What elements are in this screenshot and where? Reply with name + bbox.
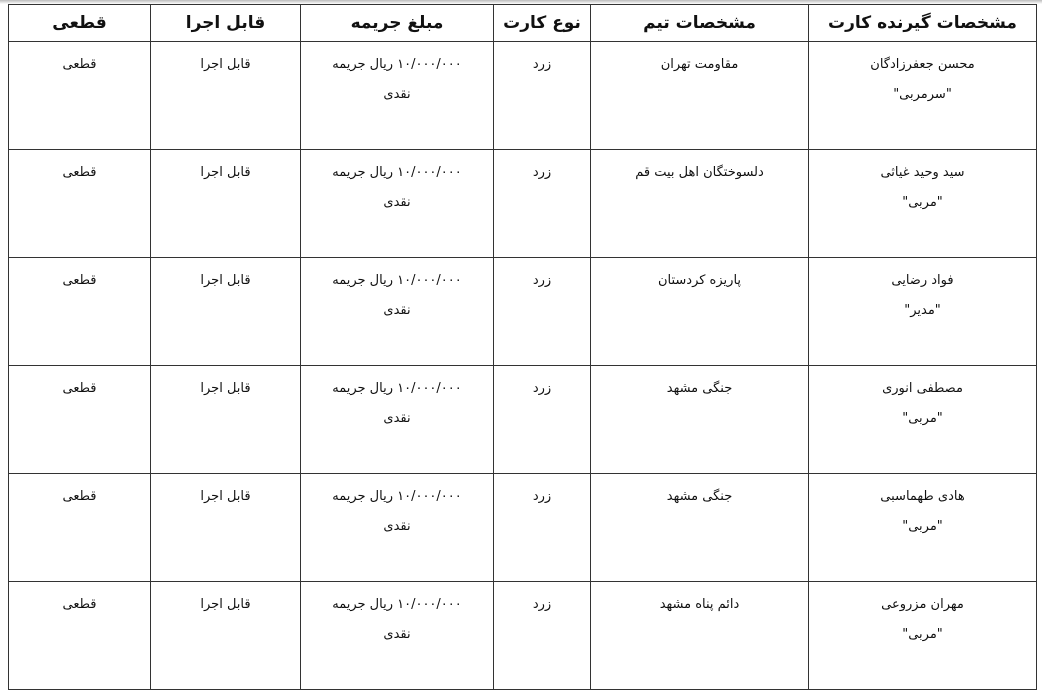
recipient-cell: سید وحید غیاثی "مربی" [808,149,1037,258]
page-top-edge [0,0,1042,4]
recipient-role: "مدیر" [904,303,941,318]
table-row: محسن جعفرزادگان "سرمربی" مقاومت تهران زرد ۱۰… [8,41,1037,150]
header-fine: مبلغ جریمه [300,4,494,42]
recipient-name: فواد رضایی [891,273,954,288]
fine-amount: ۱۰/۰۰۰/۰۰۰ ریال جریمه [332,165,462,180]
team-cell: مقاومت تهران [590,41,809,150]
recipient-cell: فواد رضایی "مدیر" [808,257,1037,366]
final-cell: قطعی [8,149,151,258]
executable-status: قابل اجرا [200,489,251,504]
final-cell: قطعی [8,365,151,474]
header-row: مشخصات گیرنده کارت مشخصات تیم نوع کارت م… [8,4,1037,42]
fine-cell: ۱۰/۰۰۰/۰۰۰ ریال جریمه نقدی [300,581,494,690]
final-cell: قطعی [8,473,151,582]
fine-type: نقدی [383,303,411,318]
table-row: هادی طهماسبی "مربی" جنگی مشهد زرد ۱۰/۰۰۰/۰۰۰… [8,473,1037,582]
fine-cell: ۱۰/۰۰۰/۰۰۰ ریال جریمه نقدی [300,41,494,150]
header-team: مشخصات تیم [590,4,809,42]
team-cell: جنگی مشهد [590,365,809,474]
table-row: مصطفی انوری "مربی" جنگی مشهد زرد ۱۰/۰۰۰/۰۰۰ … [8,365,1037,474]
recipient-name: محسن جعفرزادگان [870,57,975,72]
recipient-role: "سرمربی" [893,87,952,102]
header-final: قطعی [8,4,151,42]
fine-cell: ۱۰/۰۰۰/۰۰۰ ریال جریمه نقدی [300,473,494,582]
table-row: مهران مزروعی "مربی" دائم پناه مشهد زرد ۱۰/۰۰… [8,581,1037,690]
executable-status: قابل اجرا [200,381,251,396]
recipient-name: سید وحید غیاثی [880,165,965,180]
recipient-cell: مهران مزروعی "مربی" [808,581,1037,690]
recipient-role: "مربی" [902,411,943,426]
final-status: قطعی [62,273,97,288]
recipient-role: "مربی" [902,195,943,210]
header-recipient: مشخصات گیرنده کارت [808,4,1037,42]
recipient-cell: مصطفی انوری "مربی" [808,365,1037,474]
table-row: سید وحید غیاثی "مربی" دلسوختگان اهل بیت قم… [8,149,1037,258]
executable-cell: قابل اجرا [150,473,301,582]
fine-cell: ۱۰/۰۰۰/۰۰۰ ریال جریمه نقدی [300,365,494,474]
recipient-cell: هادی طهماسبی "مربی" [808,473,1037,582]
header-executable: قابل اجرا [150,4,301,42]
fine-type: نقدی [383,519,411,534]
team-name: مقاومت تهران [660,57,739,72]
fine-amount: ۱۰/۰۰۰/۰۰۰ ریال جریمه [332,489,462,504]
final-cell: قطعی [8,257,151,366]
recipient-cell: محسن جعفرزادگان "سرمربی" [808,41,1037,150]
disciplinary-table: مشخصات گیرنده کارت مشخصات تیم نوع کارت م… [8,4,1037,690]
card-type: زرد [532,597,552,612]
team-cell: دائم پناه مشهد [590,581,809,690]
final-status: قطعی [62,597,97,612]
fine-amount: ۱۰/۰۰۰/۰۰۰ ریال جریمه [332,597,462,612]
team-cell: پاریزه کردستان [590,257,809,366]
final-cell: قطعی [8,581,151,690]
team-cell: جنگی مشهد [590,473,809,582]
final-status: قطعی [62,489,97,504]
team-cell: دلسوختگان اهل بیت قم [590,149,809,258]
executable-cell: قابل اجرا [150,581,301,690]
executable-cell: قابل اجرا [150,149,301,258]
executable-cell: قابل اجرا [150,257,301,366]
recipient-name: مصطفی انوری [882,381,963,396]
card-type-cell: زرد [493,257,591,366]
recipient-role: "مربی" [902,519,943,534]
team-name: جنگی مشهد [666,381,733,396]
fine-type: نقدی [383,195,411,210]
card-type: زرد [532,165,552,180]
final-status: قطعی [62,165,97,180]
executable-status: قابل اجرا [200,273,251,288]
team-name: دلسوختگان اهل بیت قم [635,165,764,180]
executable-status: قابل اجرا [200,597,251,612]
recipient-name: مهران مزروعی [881,597,964,612]
card-type-cell: زرد [493,473,591,582]
team-name: پاریزه کردستان [657,273,742,288]
team-name: دائم پناه مشهد [659,597,740,612]
fine-amount: ۱۰/۰۰۰/۰۰۰ ریال جریمه [332,381,462,396]
executable-cell: قابل اجرا [150,365,301,474]
header-card-type: نوع کارت [493,4,591,42]
card-type: زرد [532,273,552,288]
recipient-name: هادی طهماسبی [880,489,965,504]
card-type-cell: زرد [493,149,591,258]
card-type-cell: زرد [493,365,591,474]
executable-status: قابل اجرا [200,57,251,72]
fine-cell: ۱۰/۰۰۰/۰۰۰ ریال جریمه نقدی [300,257,494,366]
executable-status: قابل اجرا [200,165,251,180]
final-cell: قطعی [8,41,151,150]
fine-type: نقدی [383,411,411,426]
fine-type: نقدی [383,627,411,642]
team-name: جنگی مشهد [666,489,733,504]
final-status: قطعی [62,381,97,396]
executable-cell: قابل اجرا [150,41,301,150]
table-row: فواد رضایی "مدیر" پاریزه کردستان زرد ۱۰/۰۰۰/… [8,257,1037,366]
recipient-role: "مربی" [902,627,943,642]
card-type: زرد [532,57,552,72]
card-type: زرد [532,381,552,396]
card-type-cell: زرد [493,581,591,690]
fine-cell: ۱۰/۰۰۰/۰۰۰ ریال جریمه نقدی [300,149,494,258]
fine-type: نقدی [383,87,411,102]
final-status: قطعی [62,57,97,72]
card-type-cell: زرد [493,41,591,150]
fine-amount: ۱۰/۰۰۰/۰۰۰ ریال جریمه [332,273,462,288]
card-type: زرد [532,489,552,504]
fine-amount: ۱۰/۰۰۰/۰۰۰ ریال جریمه [332,57,462,72]
